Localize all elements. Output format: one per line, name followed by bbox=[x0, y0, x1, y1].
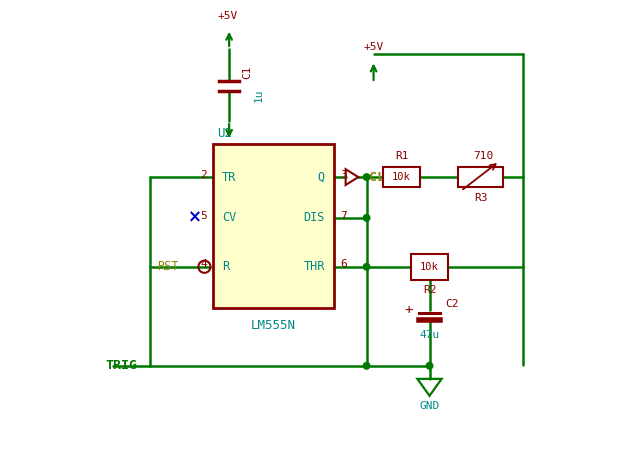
Text: 5: 5 bbox=[200, 211, 207, 220]
Text: U2: U2 bbox=[218, 127, 232, 140]
Text: R2: R2 bbox=[423, 285, 436, 295]
Text: 10k: 10k bbox=[420, 262, 439, 272]
Text: 6: 6 bbox=[340, 260, 347, 269]
Text: +5V: +5V bbox=[217, 11, 237, 21]
Text: +: + bbox=[405, 303, 413, 317]
Text: TR: TR bbox=[222, 171, 236, 184]
Text: 1u: 1u bbox=[253, 89, 264, 102]
Text: Q: Q bbox=[317, 171, 324, 184]
Bar bbox=[383, 167, 420, 187]
Text: 7: 7 bbox=[340, 211, 347, 220]
Text: +5V: +5V bbox=[364, 42, 384, 52]
Circle shape bbox=[364, 264, 370, 270]
Text: GND: GND bbox=[419, 401, 440, 411]
Text: THR: THR bbox=[303, 260, 324, 273]
Text: 710: 710 bbox=[473, 151, 493, 161]
Text: CLK: CLK bbox=[369, 171, 392, 184]
Text: LM555N: LM555N bbox=[251, 319, 296, 332]
Circle shape bbox=[364, 214, 370, 221]
Text: CV: CV bbox=[222, 212, 236, 224]
Bar bbox=[458, 167, 503, 187]
Text: R: R bbox=[222, 260, 229, 273]
Text: R3: R3 bbox=[474, 193, 488, 203]
Text: 10k: 10k bbox=[392, 172, 411, 182]
Text: TRIG: TRIG bbox=[106, 359, 138, 372]
Text: 47u: 47u bbox=[419, 330, 440, 340]
Text: C2: C2 bbox=[445, 299, 458, 309]
Bar bbox=[411, 254, 448, 280]
FancyBboxPatch shape bbox=[213, 144, 334, 308]
Circle shape bbox=[364, 363, 370, 369]
Text: R1: R1 bbox=[395, 151, 408, 161]
Text: 2: 2 bbox=[200, 170, 207, 180]
Text: ×: × bbox=[188, 209, 202, 227]
Circle shape bbox=[426, 363, 433, 369]
Text: C1: C1 bbox=[242, 66, 252, 79]
Circle shape bbox=[364, 174, 370, 180]
Text: 4: 4 bbox=[200, 260, 207, 269]
Text: 3: 3 bbox=[340, 170, 347, 180]
Text: DIS: DIS bbox=[303, 212, 324, 224]
Text: RST: RST bbox=[157, 260, 179, 273]
